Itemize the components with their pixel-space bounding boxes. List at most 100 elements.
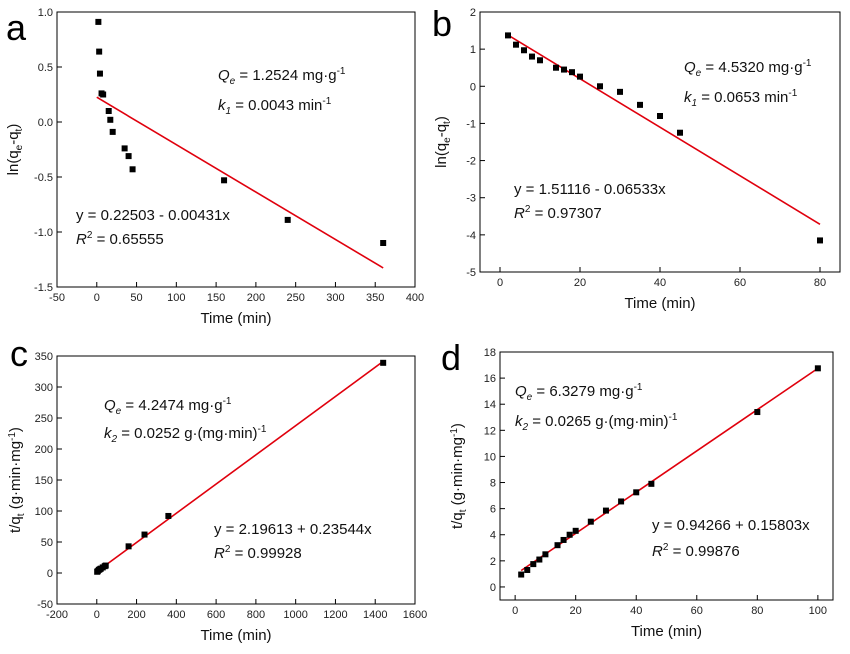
x-tick-label: -200 [46, 609, 68, 621]
fit-equation: y = 1.51116 - 0.06533x [514, 181, 666, 198]
panel-letter-d: d [441, 337, 461, 378]
fit-equation: y = 0.94266 + 0.15803x [652, 517, 810, 534]
data-point [754, 409, 761, 416]
panel-d: d 0 20 40 60 80 100 0 2 4 6 8 10 12 14 16 18 Time (min) t/… [441, 337, 834, 640]
qe-annotation: Qe = 4.5320 mg·g-1 [684, 58, 812, 79]
x-tick-label: 60 [734, 277, 746, 289]
data-point [677, 129, 683, 136]
y-tick-label: 8 [490, 478, 496, 490]
y-tick-label: 10 [484, 451, 496, 463]
data-point [221, 177, 228, 184]
y-tick-label: 16 [484, 373, 496, 385]
y-tick-label: -5 [466, 267, 476, 279]
y-axis-label: t/qt (g·min·mg-1) [7, 427, 27, 533]
r-squared: R2 = 0.99928 [214, 544, 302, 562]
data-point [107, 116, 114, 123]
data-point [536, 556, 543, 563]
y-tick-label: -4 [466, 230, 476, 242]
y-tick-label: -1.0 [34, 227, 53, 239]
data-point [121, 145, 128, 152]
data-point [165, 512, 172, 519]
y-tick-label: 0 [470, 81, 476, 93]
data-point [587, 518, 594, 525]
y-tick-label: -3 [466, 193, 476, 205]
r-squared: R2 = 0.97307 [514, 204, 602, 222]
panel-letter-a: a [6, 7, 27, 48]
data-point [618, 498, 625, 505]
y-tick-label: -1 [466, 118, 476, 130]
data-point [560, 536, 567, 543]
data-point [542, 551, 549, 558]
data-point [141, 531, 148, 538]
x-tick-label: 200 [247, 292, 265, 304]
data-point [597, 83, 603, 90]
data-point [657, 113, 663, 119]
data-point [577, 73, 583, 80]
qe-annotation: Qe = 4.2474 mg·g-1 [104, 396, 232, 417]
data-point [572, 527, 579, 534]
data-point [529, 53, 535, 60]
panel-letter-c: c [10, 333, 28, 374]
x-tick-label: 0 [94, 292, 100, 304]
x-tick-label: 40 [654, 277, 666, 289]
data-point [637, 101, 643, 108]
x-tick-label: -50 [49, 292, 65, 304]
y-tick-label: -0.5 [34, 172, 53, 184]
data-point [561, 66, 567, 73]
y-axis-label: ln(qe-qt) [433, 116, 453, 168]
data-point [633, 489, 640, 496]
data-point [554, 542, 561, 549]
data-point [95, 18, 102, 25]
x-tick-label: 60 [691, 605, 703, 617]
data-point [553, 64, 559, 71]
x-tick-label: 1600 [403, 609, 427, 621]
y-tick-label: 300 [35, 382, 53, 394]
y-tick-label: 0 [490, 582, 496, 594]
rate-constant-annotation: k2 = 0.0252 g·(mg·min)-1 [104, 424, 267, 445]
y-tick-label: 6 [490, 504, 496, 516]
data-point [102, 562, 109, 569]
y-tick-label: 50 [41, 537, 53, 549]
x-tick-label: 300 [326, 292, 344, 304]
x-tick-label: 800 [247, 609, 265, 621]
y-axis-label: ln(qe-qt) [5, 124, 25, 176]
x-axis-label: Time (min) [200, 627, 271, 644]
data-point [518, 571, 525, 578]
x-axis-label: Time (min) [200, 310, 271, 327]
y-tick-label: -2 [466, 156, 476, 168]
fit-equation: y = 0.22503 - 0.00431x [76, 207, 230, 224]
x-tick-label: 100 [167, 292, 185, 304]
x-axis-label: Time (min) [624, 295, 695, 312]
panel-b: b 0 20 40 60 80 -5 -4 -3 -2 -1 0 1 2 Time (min) ln(qe-q… [432, 3, 841, 312]
data-point [537, 57, 543, 64]
data-point [566, 531, 573, 538]
y-tick-label: -50 [37, 599, 53, 611]
x-tick-label: 100 [809, 605, 827, 617]
panel-letter-b: b [432, 3, 452, 44]
data-point [817, 237, 823, 244]
y-tick-label: 0.0 [38, 117, 53, 129]
rate-constant-annotation: k2 = 0.0265 g·(mg·min)-1 [515, 412, 678, 433]
fit-line [507, 34, 821, 225]
x-tick-label: 150 [207, 292, 225, 304]
plot-frame [56, 11, 416, 288]
rate-constant-annotation: k1 = 0.0653 min-1 [684, 88, 798, 109]
x-tick-label: 50 [130, 292, 142, 304]
x-axis-label: Time (min) [631, 623, 702, 640]
y-tick-label: 200 [35, 444, 53, 456]
y-tick-label: 0.5 [38, 62, 53, 74]
data-point [505, 32, 511, 39]
fit-line [96, 96, 384, 269]
y-tick-label: 4 [490, 530, 496, 542]
data-point [125, 153, 132, 160]
data-point [100, 91, 107, 98]
panel-a: a -50 0 50 100 150 200 250 300 350 400 -1.5 -1.0 -0.5… [5, 7, 424, 327]
x-tick-label: 80 [814, 277, 826, 289]
x-tick-label: 1200 [323, 609, 347, 621]
data-point [617, 88, 623, 95]
y-axis-label: t/qt (g·min·mg-1) [449, 423, 469, 529]
x-tick-label: 0 [497, 277, 503, 289]
data-point [530, 561, 537, 568]
data-point [105, 108, 112, 114]
